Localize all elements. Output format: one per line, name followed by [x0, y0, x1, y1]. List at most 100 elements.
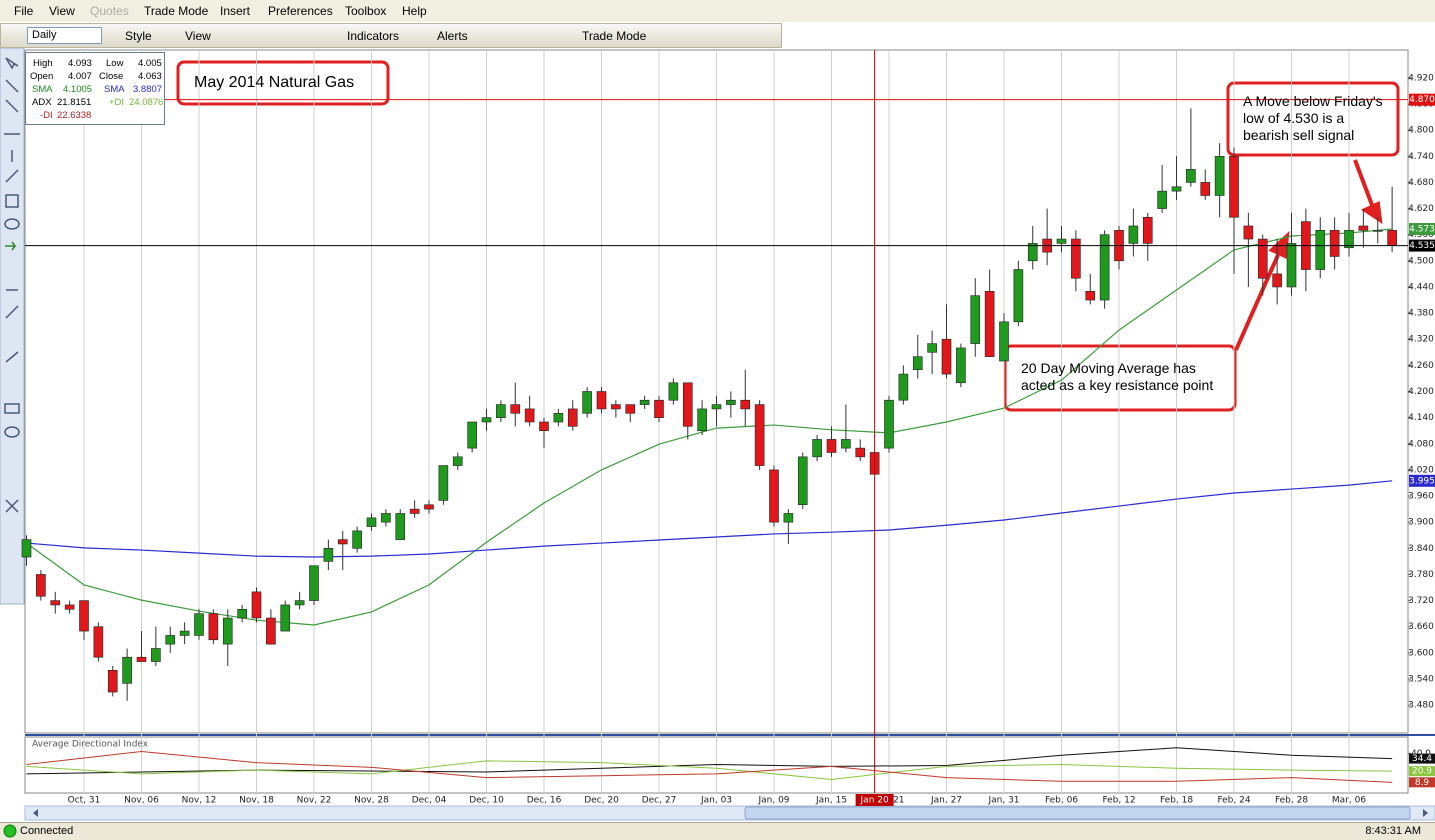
price-marker-label: 3.995: [1409, 476, 1435, 486]
candle-body: [151, 648, 161, 662]
candle-body: [64, 604, 75, 610]
candle-body: [582, 391, 592, 414]
x-tick-label: Dec, 20: [584, 796, 619, 806]
candle-body: [510, 404, 521, 414]
candle-body: [1013, 269, 1024, 323]
y-tick-label: 4.920: [1408, 73, 1434, 83]
x-tick-label: Nov, 12: [182, 796, 217, 806]
x-tick-label: Jan, 15: [815, 796, 847, 806]
x-tick-label: Dec, 10: [469, 796, 504, 806]
candle-body: [783, 513, 794, 523]
price-marker-label: 4.870: [1409, 95, 1435, 105]
x-tick-label: Feb, 12: [1102, 796, 1135, 806]
annotation-box: [1226, 81, 1400, 157]
toolbar-button[interactable]: View: [185, 29, 211, 43]
label: Open: [30, 71, 54, 82]
candle-body: [280, 604, 291, 632]
candle-body: [567, 408, 578, 427]
toolbar-button[interactable]: Trade Mode: [582, 29, 647, 43]
candle-body: [1186, 169, 1196, 183]
price-marker-label: 4.535: [1409, 241, 1435, 251]
x-tick-label: Dec, 04: [412, 796, 447, 806]
menu-item[interactable]: File: [14, 4, 34, 18]
candle-body: [654, 399, 664, 418]
toolbar-button[interactable]: Style: [125, 29, 152, 43]
chart-title: May 2014 Natural Gas: [194, 74, 355, 91]
indicator-line: [26, 760, 1393, 780]
data-window: High 4.093 Low 4.005 Open 4.007 Close 4.…: [25, 52, 165, 125]
candle-body: [754, 404, 765, 466]
tool-strip: [0, 47, 25, 605]
candle-body: [438, 465, 449, 501]
y-tick-label: 4.140: [1408, 413, 1434, 423]
x-tick-label: Mar, 06: [1332, 796, 1366, 806]
x-tick-label: Jan, 27: [930, 796, 962, 806]
candle-body: [496, 404, 506, 418]
candle-body: [1315, 230, 1326, 270]
menu-item[interactable]: Help: [402, 4, 427, 18]
x-tick-label: Feb, 18: [1160, 796, 1193, 806]
menu-item[interactable]: Trade Mode: [144, 4, 209, 18]
menu-item: Quotes: [90, 4, 129, 18]
candle-body: [726, 399, 736, 405]
toolbar-button[interactable]: Indicators: [347, 29, 400, 43]
candle-body: [352, 530, 362, 549]
y-tick-label: 3.900: [1408, 518, 1434, 528]
y-tick-label: 4.440: [1408, 282, 1434, 292]
label: SMA: [104, 84, 125, 95]
annotation: 20 Day Moving Average has acted as a key…: [1021, 360, 1214, 393]
y-tick-label: 4.740: [1408, 152, 1434, 162]
scroll-thumb[interactable]: [744, 806, 1411, 820]
candle-body: [1099, 234, 1110, 301]
y-tick-label: 4.200: [1408, 387, 1434, 397]
candle-body: [309, 565, 319, 601]
candle-body: [50, 600, 61, 606]
menu-item[interactable]: Insert: [220, 4, 251, 18]
candle-body: [1272, 273, 1282, 288]
candle-body: [826, 439, 837, 453]
menu-item[interactable]: Preferences: [268, 4, 333, 18]
candle-body: [165, 635, 176, 645]
candle-body: [884, 399, 894, 449]
candle-body: [237, 608, 247, 619]
y-tick-label: 3.840: [1408, 544, 1434, 554]
title-box: [176, 60, 390, 106]
y-tick-label: 4.260: [1408, 361, 1434, 371]
value-marker: [1409, 753, 1435, 764]
value: 4.063: [138, 71, 162, 82]
candle-body: [611, 404, 621, 410]
x-tick-label: Oct, 31: [68, 796, 101, 806]
y-tick-label: 4.620: [1408, 204, 1434, 214]
price-marker-label: 4.573: [1409, 225, 1435, 235]
label: High: [33, 58, 53, 69]
value: 4.093: [68, 58, 92, 69]
candle-body: [1142, 216, 1153, 244]
price-marker: [1409, 239, 1435, 252]
candle-body: [927, 343, 937, 353]
value-marker-label: 8.9: [1415, 778, 1430, 788]
candle-body: [912, 356, 923, 371]
candle-body: [179, 630, 190, 636]
candle-body: [21, 539, 32, 558]
value: 22.6338: [57, 110, 92, 121]
toolbar-button[interactable]: Alerts: [437, 29, 468, 43]
candle-body: [1157, 190, 1167, 209]
menu-item[interactable]: View: [49, 4, 75, 18]
candle-body: [93, 626, 104, 658]
value-marker-label: 34.4: [1412, 754, 1432, 764]
value: 3.8807: [133, 84, 163, 95]
candle-body: [984, 291, 995, 357]
candle-body: [395, 513, 406, 540]
x-tick-label: Nov, 28: [354, 796, 389, 806]
status-bar: Connected 8:43:31 AM: [0, 822, 1435, 840]
candle-body: [409, 508, 420, 514]
menu-item[interactable]: Toolbox: [345, 4, 387, 18]
candle-body: [898, 373, 909, 401]
interval-select[interactable]: Daily: [27, 27, 102, 44]
value-marker-label: 20.9: [1412, 767, 1432, 777]
label: ADX: [32, 97, 52, 108]
label: +DI: [109, 97, 125, 108]
drawing-tools[interactable]: [4, 57, 20, 513]
candle-body: [1171, 186, 1182, 192]
x-tick-label: Dec, 27: [642, 796, 677, 806]
